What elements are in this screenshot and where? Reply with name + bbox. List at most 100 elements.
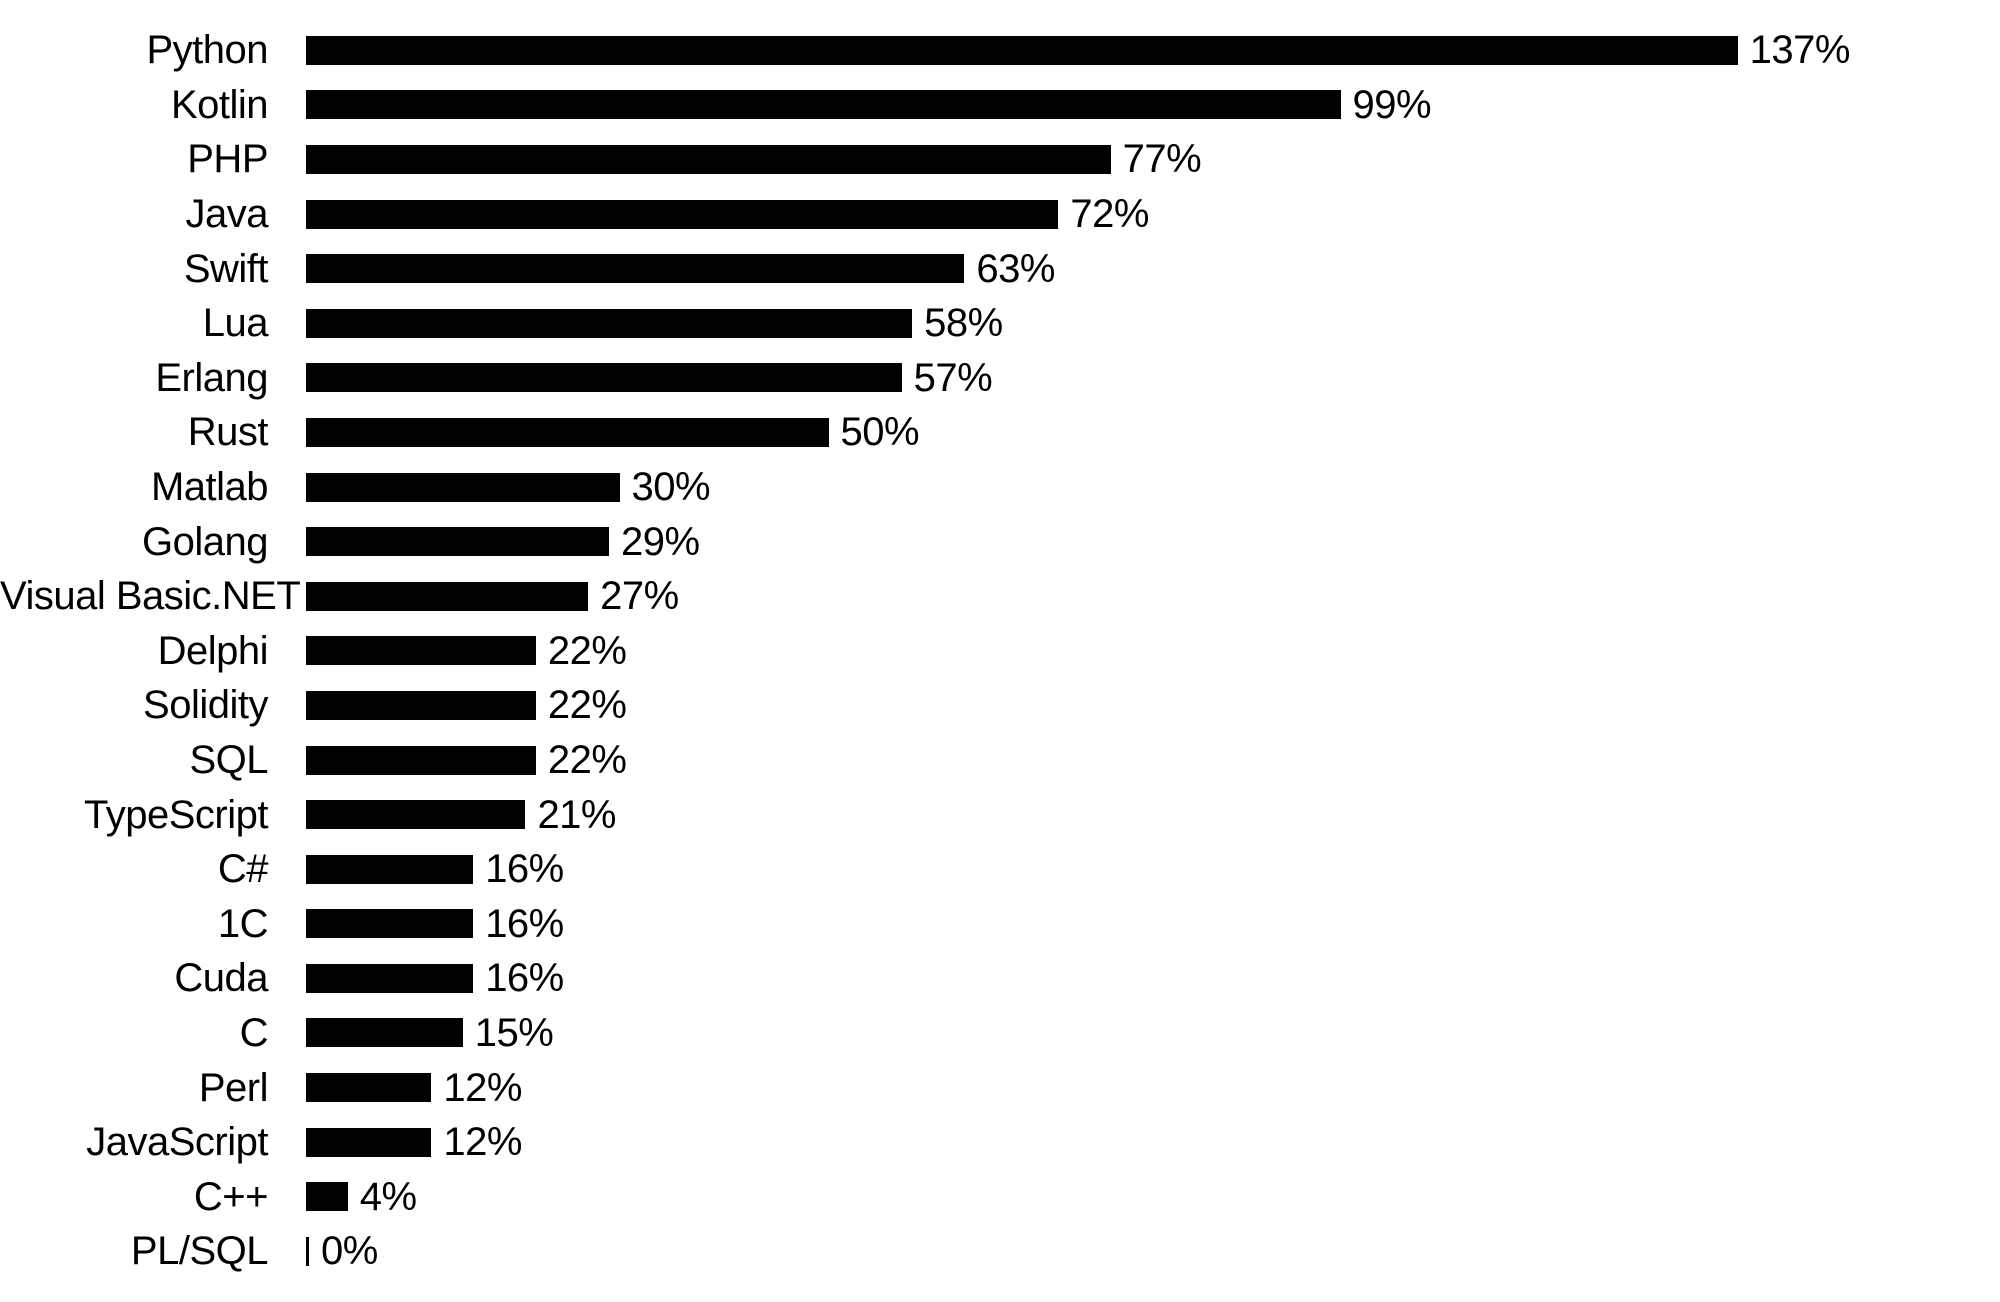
category-label: Rust [187, 410, 269, 455]
bar-row: 1C 16% [0, 897, 2000, 952]
category-label: Swift [183, 246, 269, 291]
category-label: Python [146, 28, 268, 73]
category-label: C [239, 1010, 269, 1055]
bar-row: PL/SQL 0% [0, 1224, 2000, 1279]
category-label: Matlab [150, 465, 269, 510]
value-label: 29% [621, 519, 700, 564]
value-label: 57% [913, 355, 993, 400]
bar-area: 22% [306, 683, 627, 728]
bar-row: TypeScript 21% [0, 787, 2000, 842]
bar-area: 16% [306, 958, 564, 998]
bar [306, 363, 902, 393]
bar-area: 15% [306, 1010, 554, 1055]
value-label: 12% [443, 1120, 522, 1165]
category-label: Cuda [174, 956, 268, 1001]
bar-row: Delphi 22% [0, 624, 2000, 679]
bar-row: Swift 63% [0, 241, 2000, 296]
bar-area: 0% [306, 1231, 378, 1271]
bar-row: Matlab 30% [0, 460, 2000, 515]
category-label: PL/SQL [130, 1229, 269, 1274]
bar-area: 99% [306, 82, 1432, 127]
category-label: Solidity [143, 683, 268, 728]
bar-area: 22% [306, 628, 627, 673]
bar-area: 57% [306, 355, 993, 400]
bar [306, 581, 589, 611]
bar-row: Rust 50% [0, 405, 2000, 460]
value-label: 4% [359, 1174, 417, 1219]
bar-row: Lua 58% [0, 296, 2000, 351]
value-label: 137% [1749, 28, 1851, 73]
category-label: Visual Basic.NET [0, 574, 301, 619]
value-label: 22% [547, 628, 627, 673]
bar-row: Golang 29% [0, 514, 2000, 569]
bar [306, 690, 536, 720]
bar-area: 50% [306, 412, 920, 452]
bar-area: 21% [306, 795, 616, 835]
category-label: PHP [187, 137, 268, 182]
bar-row: JavaScript 12% [0, 1115, 2000, 1170]
bar-row: C# 16% [0, 842, 2000, 897]
value-label: 72% [1070, 192, 1149, 237]
bar-row: Cuda 16% [0, 951, 2000, 1006]
bar-row: Erlang 57% [0, 351, 2000, 406]
bar [306, 308, 913, 338]
bar [306, 35, 1738, 65]
value-label: 16% [485, 956, 564, 1001]
bar [306, 909, 474, 939]
bar-row: C 15% [0, 1006, 2000, 1061]
category-label: Java [185, 192, 269, 237]
bar-area: 27% [306, 576, 679, 616]
value-label: 99% [1352, 82, 1432, 127]
category-label: Golang [142, 519, 268, 564]
bar [306, 527, 610, 557]
bar-row: SQL 22% [0, 733, 2000, 788]
bar-area: 4% [306, 1177, 417, 1217]
bar-area: 12% [306, 1122, 522, 1162]
bar-area: 58% [306, 303, 1003, 343]
bar-row: PHP 77% [0, 132, 2000, 187]
bar [306, 417, 829, 447]
bar [306, 199, 1059, 229]
bar [306, 1127, 432, 1157]
bar [306, 254, 965, 284]
category-label: Lua [202, 301, 269, 346]
value-label: 27% [600, 574, 679, 619]
value-label: 22% [547, 683, 627, 728]
value-label: 15% [474, 1010, 554, 1055]
bar-area: 137% [306, 30, 1850, 70]
bar [306, 90, 1341, 120]
bar-area: 12% [306, 1068, 522, 1108]
category-label: C# [217, 847, 269, 892]
bar [306, 1018, 463, 1048]
value-label: 16% [485, 847, 564, 892]
bar-area: 16% [306, 849, 564, 889]
bar-area: 16% [306, 904, 564, 944]
category-label: Delphi [157, 628, 269, 673]
bar [306, 745, 536, 775]
bar-row: Python 137% [0, 23, 2000, 78]
bar [306, 963, 474, 993]
value-label: 16% [485, 901, 564, 946]
value-label: 21% [537, 792, 616, 837]
bar-area: 77% [306, 137, 1202, 182]
bar-row: Java 72% [0, 187, 2000, 242]
bar [306, 1182, 348, 1212]
bar [306, 1236, 309, 1266]
category-label: Kotlin [170, 82, 269, 127]
bar-row: Perl 12% [0, 1060, 2000, 1115]
bar-row: Kotlin 99% [0, 78, 2000, 133]
bar [306, 636, 536, 666]
value-label: 0% [321, 1229, 378, 1274]
bar-row: C++ 4% [0, 1169, 2000, 1224]
value-label: 58% [924, 301, 1003, 346]
value-label: 77% [1122, 137, 1202, 182]
bar-rows-container: Python 137% Kotlin 99% PHP 77% Java 72% … [0, 23, 2000, 1279]
category-label: 1C [217, 901, 269, 946]
category-label: SQL [189, 738, 268, 783]
bar-area: 72% [306, 194, 1149, 234]
bar [306, 1073, 432, 1103]
category-label: C++ [193, 1174, 269, 1219]
category-label: Perl [198, 1065, 269, 1110]
value-label: 30% [631, 465, 711, 510]
